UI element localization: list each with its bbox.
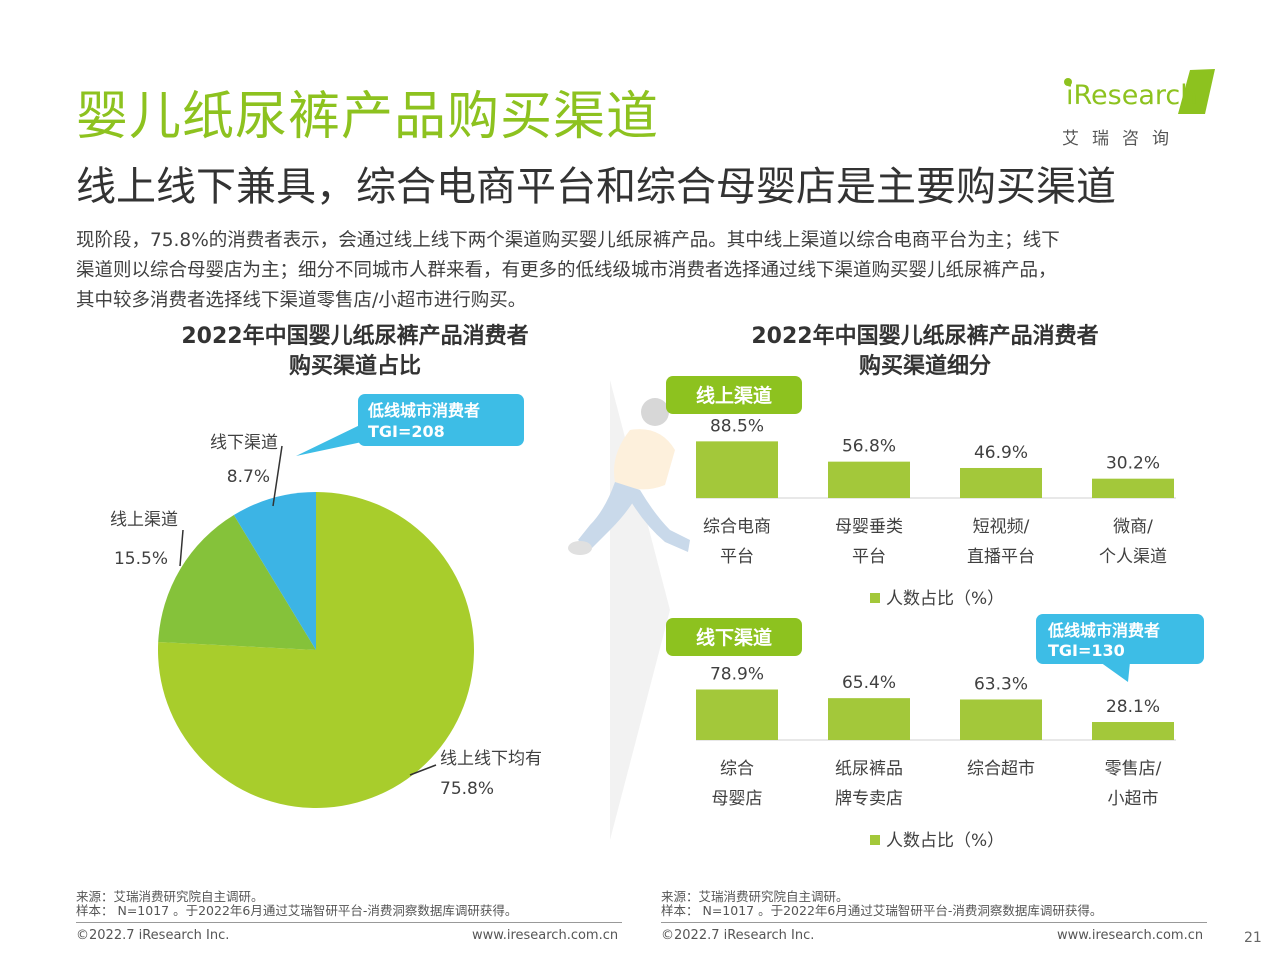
pie-callout-line1: 低线城市消费者 (367, 401, 480, 420)
bar-value-label: 78.9% (710, 665, 764, 685)
pie-title-line: 购买渠道占比 (288, 354, 421, 379)
offline-callout-pointer (1100, 662, 1130, 682)
legend-swatch (870, 593, 880, 603)
bar-category-label: 牌专卖店 (835, 789, 903, 809)
description: 现阶段，75.8%的消费者表示，会通过线上线下两个渠道购买婴儿纸尿裤产品。其中线… (76, 226, 1216, 316)
pie-slice-label: 线上渠道 (110, 510, 178, 530)
bar-category-label: 微商/ (1113, 517, 1153, 537)
pie-slice-value: 8.7% (227, 467, 270, 487)
channel-group-label: 线下渠道 (696, 626, 772, 649)
offline-callout-line1: 低线城市消费者 (1047, 621, 1160, 640)
bar-category-label: 综合 (720, 759, 754, 779)
bar-value-label: 65.4% (842, 673, 896, 693)
channel-group-label: 线上渠道 (696, 384, 772, 407)
footer-sample-right: 样本： N=1017 。于2022年6月通过艾瑞智研平台-消费洞察数据库调研获得… (661, 903, 1103, 918)
legend-label: 人数占比（%） (886, 589, 1004, 609)
footer-website-left: www.iresearch.com.cn (472, 928, 619, 943)
bar (696, 441, 778, 498)
footer-source-left: 来源：艾瑞消费研究院自主调研。 (76, 889, 264, 904)
bar-category-label: 母婴垂类 (835, 517, 903, 537)
bar-category-label: 综合超市 (967, 759, 1035, 779)
footer-divider-right (661, 922, 1207, 923)
page-number: 21 (1244, 930, 1262, 946)
bar-title-line: 2022年中国婴儿纸尿裤产品消费者 (751, 324, 1099, 349)
bar (828, 461, 910, 498)
page-subtitle: 线上线下兼具，综合电商平台和综合母婴店是主要购买渠道 (76, 164, 1116, 210)
bar-value-label: 46.9% (974, 443, 1028, 463)
iresearch-logo (1060, 69, 1215, 118)
pie-leader-line (272, 445, 283, 507)
channel-group-tag (666, 618, 802, 656)
bar-value-label: 28.1% (1106, 697, 1160, 717)
footer-divider-left (76, 922, 622, 923)
pie-slice (233, 492, 316, 650)
bar (828, 698, 910, 740)
bar (696, 689, 778, 740)
channel-group-tag (666, 376, 802, 414)
pie-slice-label: 线上线下均有 (440, 749, 542, 769)
pie-callout-pointer (296, 424, 362, 456)
bar-value-label: 63.3% (974, 674, 1028, 694)
bar (960, 699, 1042, 740)
bar-category-label: 直播平台 (967, 547, 1035, 567)
footer-copyright-right: ©2022.7 iResearch Inc. (661, 928, 815, 943)
description-line: 现阶段，75.8%的消费者表示，会通过线上线下两个渠道购买婴儿纸尿裤产品。其中线… (76, 230, 1060, 251)
bar-category-label: 纸尿裤品 (835, 759, 903, 779)
bar (960, 467, 1042, 498)
bar-chart-title: 2022年中国婴儿纸尿裤产品消费者 购买渠道细分 (700, 322, 1150, 382)
footer-sample-left: 样本： N=1017 。于2022年6月通过艾瑞智研平台-消费洞察数据库调研获得… (76, 903, 518, 918)
bar-category-label: 平台 (720, 547, 754, 567)
offline-callout-line2: TGI=130 (1048, 641, 1125, 660)
pie-slice (158, 515, 316, 650)
footer-copyright-left: ©2022.7 iResearch Inc. (76, 928, 230, 943)
bar-category-label: 零售店/ (1105, 759, 1162, 779)
pie-chart: 线上线下均有 75.8% 线上渠道 15.5% 线下渠道 8.7% 低线城市消费者 TGI=2… (110, 394, 542, 808)
pie-callout-box (358, 394, 524, 446)
pie-title-line: 2022年中国婴儿纸尿裤产品消费者 (181, 324, 529, 349)
logo-chinese: 艾瑞咨询 (1062, 129, 1182, 149)
bar-title-line: 购买渠道细分 (858, 354, 991, 379)
footer-source-right: 来源：艾瑞消费研究院自主调研。 (661, 889, 849, 904)
pie-leader-line (179, 529, 184, 567)
bar-category-label: 短视频/ (973, 517, 1030, 537)
running-person-illustration (568, 398, 690, 555)
bar-category-label: 综合电商 (703, 517, 771, 537)
bar-value-label: 56.8% (842, 437, 896, 457)
logo-wordmark: iResearch (1066, 80, 1198, 111)
description-line: 其中较多消费者选择线下渠道零售店/小超市进行购买。 (76, 290, 527, 311)
legend-swatch (870, 835, 880, 845)
bar-category-label: 平台 (852, 547, 886, 567)
page-title: 婴儿纸尿裤产品购买渠道 (76, 87, 660, 147)
bar (1092, 478, 1174, 498)
bar-category-label: 小超市 (1108, 789, 1159, 809)
offline-callout-box (1036, 614, 1204, 664)
bar-category-label: 个人渠道 (1099, 547, 1167, 567)
pie-slice-label: 线下渠道 (210, 433, 278, 453)
pie-slice-value: 75.8% (440, 779, 494, 799)
pie-slice-value: 15.5% (114, 549, 168, 569)
bar (1092, 722, 1174, 740)
legend-label: 人数占比（%） (886, 831, 1004, 851)
pie-chart-title: 2022年中国婴儿纸尿裤产品消费者 购买渠道占比 (130, 322, 580, 382)
bar-category-label: 母婴店 (712, 789, 763, 809)
description-line: 渠道则以综合母婴店为主；细分不同城市人群来看，有更多的低线级城市消费者选择通过线… (76, 260, 1057, 281)
footer-website-right: www.iresearch.com.cn (1057, 928, 1204, 943)
bar-value-label: 88.5% (710, 416, 764, 436)
pie-leader-line (409, 764, 437, 776)
pie-callout-line2: TGI=208 (368, 422, 445, 441)
bar-value-label: 30.2% (1106, 454, 1160, 474)
